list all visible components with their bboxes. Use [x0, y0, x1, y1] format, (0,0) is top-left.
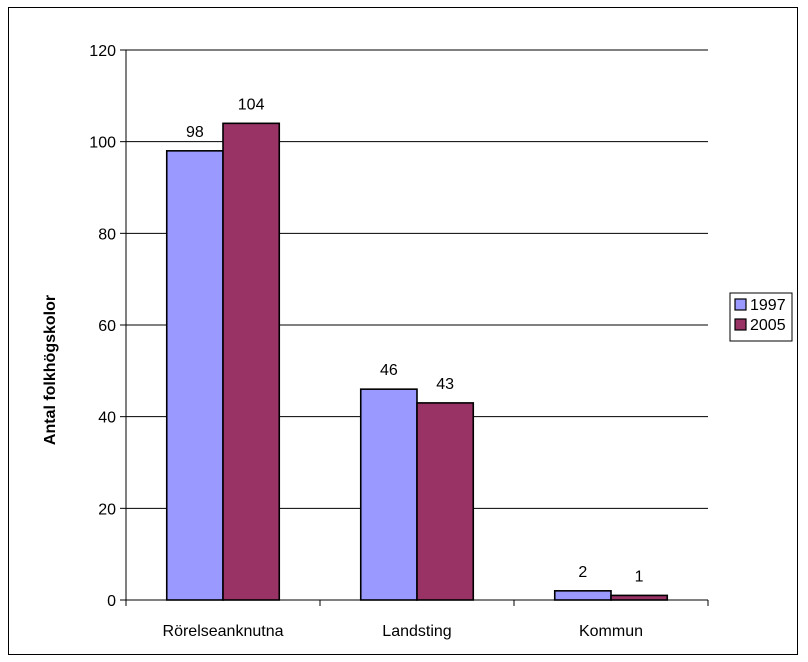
bar-1997 [165, 150, 224, 601]
bars [165, 122, 669, 601]
bar-2005 [610, 594, 669, 601]
legend: 1997 2005 [729, 292, 793, 342]
data-label: 104 [238, 96, 265, 113]
legend-swatch-2005 [734, 318, 747, 331]
y-tick-label: 20 [98, 501, 116, 518]
axes: 0 20 40 60 80 100 120 Rörelseanknutna Landsting K… [89, 43, 709, 640]
bar-2005 [416, 402, 475, 601]
bar-1997 [553, 590, 612, 601]
bar-2005 [222, 122, 281, 601]
data-label: 46 [380, 362, 398, 379]
legend-label: 1997 [750, 297, 786, 314]
y-tick-label: 40 [98, 410, 116, 427]
y-tick-label: 0 [107, 593, 116, 610]
data-label: 98 [186, 124, 204, 141]
bar-1997 [359, 388, 418, 601]
data-label: 43 [436, 376, 454, 393]
x-tick-label: Rörelseanknutna [163, 623, 284, 640]
y-tick-label: 60 [98, 318, 116, 335]
y-tick-label: 100 [89, 135, 116, 152]
x-tick-label: Landsting [382, 623, 451, 640]
data-label: 2 [578, 564, 587, 581]
x-tick-label: Kommun [579, 623, 643, 640]
y-tick-label: 80 [98, 226, 116, 243]
y-tick-label: 120 [89, 43, 116, 60]
legend-label: 2005 [750, 317, 786, 334]
legend-swatch-1997 [734, 298, 747, 311]
data-label: 1 [635, 568, 644, 585]
data-labels: 98 104 46 43 2 1 [186, 96, 644, 585]
y-axis-label: Antal folkhögskolor [42, 295, 59, 445]
